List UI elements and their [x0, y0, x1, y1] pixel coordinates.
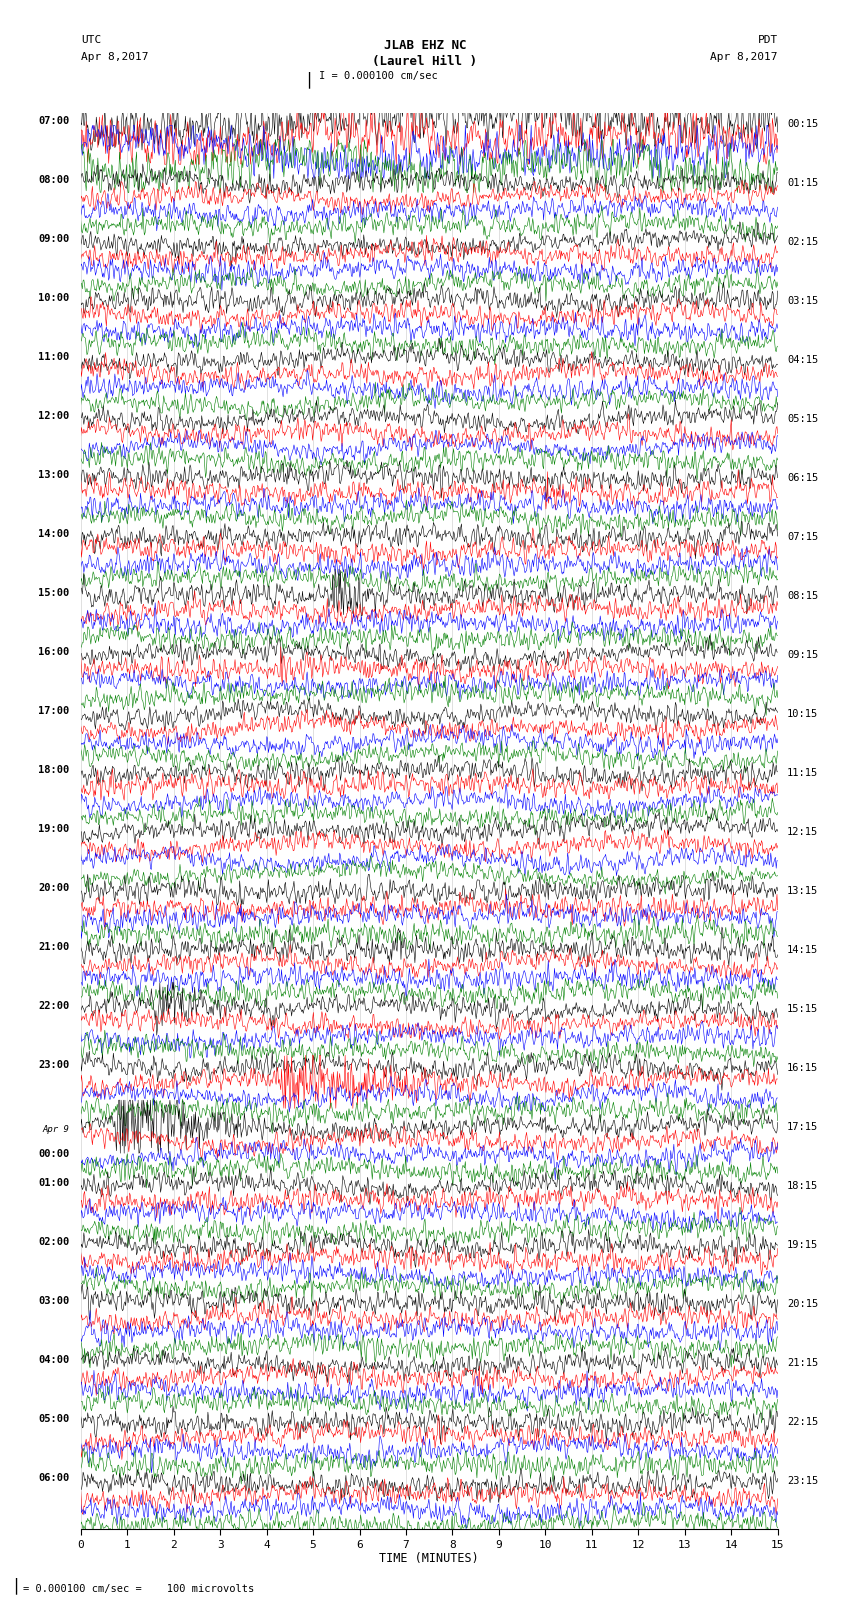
Text: 22:15: 22:15 [787, 1416, 819, 1428]
Text: 06:00: 06:00 [38, 1473, 69, 1482]
Text: 17:15: 17:15 [787, 1121, 819, 1132]
Text: 15:00: 15:00 [38, 587, 69, 598]
Text: 13:00: 13:00 [38, 469, 69, 481]
Text: = 0.000100 cm/sec =    100 microvolts: = 0.000100 cm/sec = 100 microvolts [23, 1584, 254, 1594]
Text: ⎢: ⎢ [306, 71, 314, 87]
Text: ⎢: ⎢ [13, 1578, 21, 1594]
Text: 20:00: 20:00 [38, 882, 69, 894]
Text: 07:15: 07:15 [787, 532, 819, 542]
Text: 19:15: 19:15 [787, 1240, 819, 1250]
Text: 21:15: 21:15 [787, 1358, 819, 1368]
Text: 10:00: 10:00 [38, 294, 69, 303]
X-axis label: TIME (MINUTES): TIME (MINUTES) [379, 1552, 479, 1565]
Text: 08:00: 08:00 [38, 174, 69, 185]
Text: 07:00: 07:00 [38, 116, 69, 126]
Text: 11:15: 11:15 [787, 768, 819, 777]
Text: 01:15: 01:15 [787, 177, 819, 187]
Text: 11:00: 11:00 [38, 352, 69, 361]
Text: 12:00: 12:00 [38, 411, 69, 421]
Text: 09:00: 09:00 [38, 234, 69, 244]
Text: 13:15: 13:15 [787, 886, 819, 895]
Text: PDT: PDT [757, 35, 778, 45]
Text: 16:15: 16:15 [787, 1063, 819, 1073]
Text: UTC: UTC [81, 35, 101, 45]
Text: 23:15: 23:15 [787, 1476, 819, 1486]
Text: 18:00: 18:00 [38, 765, 69, 774]
Text: 09:15: 09:15 [787, 650, 819, 660]
Text: 04:00: 04:00 [38, 1355, 69, 1365]
Text: Apr 9: Apr 9 [42, 1124, 69, 1134]
Text: 23:00: 23:00 [38, 1060, 69, 1069]
Text: 03:00: 03:00 [38, 1295, 69, 1307]
Text: JLAB EHZ NC: JLAB EHZ NC [383, 39, 467, 52]
Text: 14:15: 14:15 [787, 945, 819, 955]
Text: 05:00: 05:00 [38, 1415, 69, 1424]
Text: 12:15: 12:15 [787, 826, 819, 837]
Text: 18:15: 18:15 [787, 1181, 819, 1190]
Text: 05:15: 05:15 [787, 413, 819, 424]
Text: Apr 8,2017: Apr 8,2017 [81, 52, 148, 61]
Text: 15:15: 15:15 [787, 1003, 819, 1013]
Text: 22:00: 22:00 [38, 1002, 69, 1011]
Text: 01:00: 01:00 [38, 1177, 69, 1189]
Text: 10:15: 10:15 [787, 708, 819, 719]
Text: 04:15: 04:15 [787, 355, 819, 365]
Text: 00:00: 00:00 [38, 1148, 69, 1158]
Text: 16:00: 16:00 [38, 647, 69, 656]
Text: (Laurel Hill ): (Laurel Hill ) [372, 55, 478, 68]
Text: 03:15: 03:15 [787, 295, 819, 305]
Text: 19:00: 19:00 [38, 824, 69, 834]
Text: 14:00: 14:00 [38, 529, 69, 539]
Text: 17:00: 17:00 [38, 706, 69, 716]
Text: 00:15: 00:15 [787, 118, 819, 129]
Text: 06:15: 06:15 [787, 473, 819, 482]
Text: 08:15: 08:15 [787, 590, 819, 600]
Text: 21:00: 21:00 [38, 942, 69, 952]
Text: 02:15: 02:15 [787, 237, 819, 247]
Text: I = 0.000100 cm/sec: I = 0.000100 cm/sec [319, 71, 438, 81]
Text: Apr 8,2017: Apr 8,2017 [711, 52, 778, 61]
Text: 20:15: 20:15 [787, 1298, 819, 1308]
Text: 02:00: 02:00 [38, 1237, 69, 1247]
